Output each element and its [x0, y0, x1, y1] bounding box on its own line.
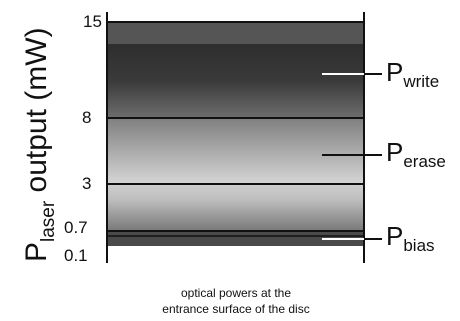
y-axis-label-main: P: [20, 242, 53, 262]
svg-text:Plaser output (mW): Plaser output (mW): [20, 27, 59, 262]
label-p-erase: Perase: [386, 137, 446, 171]
band-bias: [107, 230, 364, 246]
y-axis-label: Plaser output (mW): [20, 27, 59, 262]
band-top: [107, 22, 364, 44]
label-p-write-main: P: [386, 57, 403, 87]
label-p-write: Pwrite: [386, 57, 439, 91]
band-erase: [107, 118, 364, 184]
tick-label-15: 15: [83, 12, 102, 31]
tick-label-0-7: 0.7: [64, 218, 88, 237]
caption-line-2: entrance surface of the disc: [162, 302, 309, 316]
tick-label-0-1: 0.1: [64, 246, 88, 265]
tick-label-3: 3: [82, 174, 91, 193]
y-axis-label-sub: laser: [38, 200, 59, 242]
label-p-bias: Pbias: [386, 221, 435, 255]
caption-line-1: optical powers at the: [181, 286, 291, 300]
label-p-bias-sub: bias: [403, 236, 434, 255]
y-axis-label-rest: output (mW): [20, 27, 53, 200]
label-p-erase-sub: erase: [403, 152, 446, 171]
tick-label-8: 8: [82, 108, 91, 127]
label-p-write-sub: write: [402, 72, 439, 91]
label-p-bias-main: P: [386, 221, 403, 251]
band-low: [107, 184, 364, 230]
label-p-erase-main: P: [386, 137, 403, 167]
band-write: [107, 44, 364, 118]
